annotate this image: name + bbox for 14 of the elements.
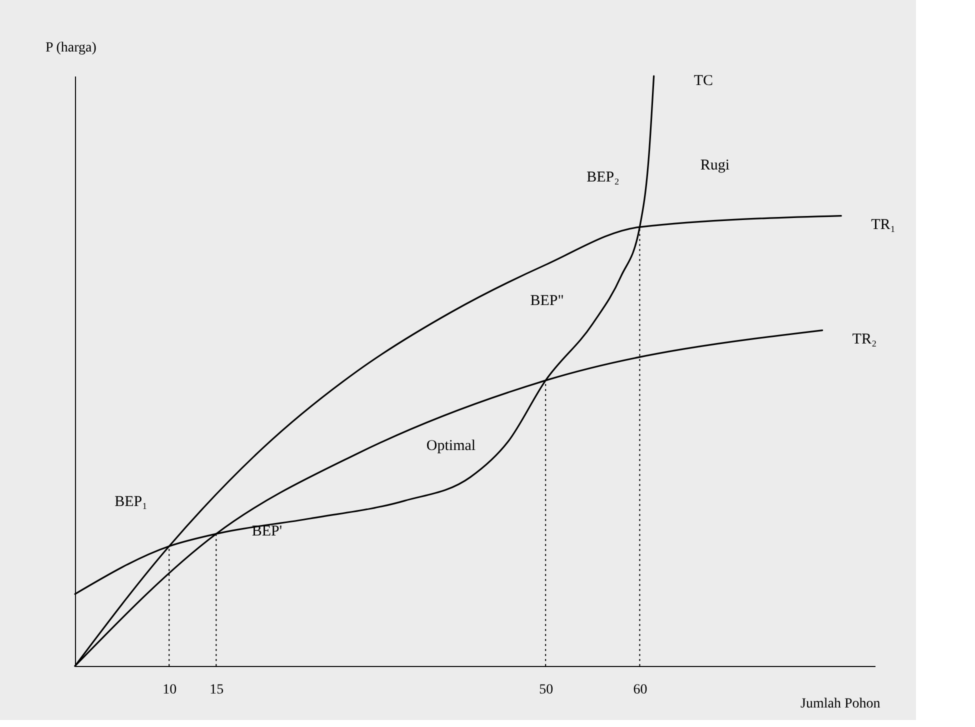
x-tick-label: 10	[162, 682, 177, 698]
annotation: BEP₂	[586, 169, 620, 186]
x-tick-label: 60	[633, 682, 648, 698]
x-axis-title: Jumlah Pohon	[800, 696, 880, 712]
annotation: Optimal	[426, 438, 476, 454]
annotation: BEP₁	[114, 494, 148, 510]
x-tick-label: 50	[539, 682, 554, 698]
text: TC	[694, 73, 713, 89]
text: TR₂	[852, 331, 877, 348]
y-axis-title: P (harga)	[46, 40, 97, 56]
x-tick-label: 15	[210, 682, 224, 698]
annotation: Rugi	[700, 158, 730, 174]
text: TR₁	[871, 216, 896, 233]
annotation: BEP"	[530, 293, 564, 310]
